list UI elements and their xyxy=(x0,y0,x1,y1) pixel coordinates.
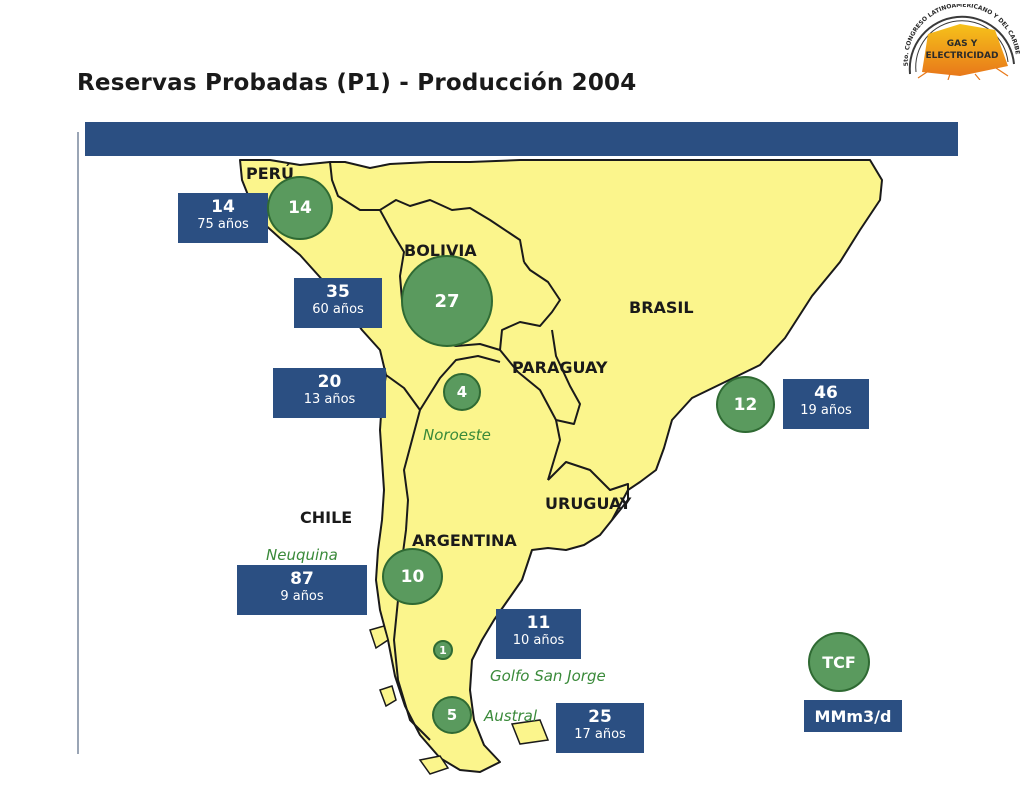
reserve-circle-golfo: 1 xyxy=(433,640,453,660)
reserve-circle-peru: 14 xyxy=(267,176,333,240)
production-years-peru: 75 años xyxy=(197,217,249,232)
label-peru: PERÚ xyxy=(246,164,294,183)
congress-logo: GAS Y ELECTRICIDAD 5to. CONGRESO LATINOA… xyxy=(903,4,1020,80)
legend-box-mmm3d: MMm3/d xyxy=(804,700,902,732)
production-box-neuquina: 87 9 años xyxy=(237,565,367,615)
production-value-neuquina: 87 xyxy=(290,569,314,589)
production-value-brasil: 46 xyxy=(814,383,838,403)
production-box-golfo: 11 10 años xyxy=(496,609,581,659)
page-title: Reservas Probadas (P1) - Producción 2004 xyxy=(77,70,637,96)
production-years-brasil: 19 años xyxy=(800,403,852,418)
production-value-bolivia: 35 xyxy=(326,282,350,302)
label-paraguay: PARAGUAY xyxy=(512,358,608,377)
production-years-bolivia: 60 años xyxy=(312,302,364,317)
production-years-golfo: 10 años xyxy=(512,633,565,648)
reserve-circle-neuquina: 10 xyxy=(382,548,443,605)
production-years-neuquina: 9 años xyxy=(280,589,324,604)
border-argentina-brasil xyxy=(547,419,561,481)
island-3 xyxy=(418,755,450,775)
basin-noroeste: Noroeste xyxy=(423,426,491,444)
reserve-circle-bolivia: 27 xyxy=(401,255,493,347)
production-years-noroeste: 13 años xyxy=(303,392,356,407)
label-argentina: ARGENTINA xyxy=(412,531,517,550)
production-value-golfo: 11 xyxy=(526,613,551,633)
border-peru-brasil xyxy=(329,161,525,263)
reserve-circle-brasil: 12 xyxy=(716,376,775,433)
island-1 xyxy=(369,625,389,650)
basin-austral: Austral xyxy=(484,707,537,725)
label-brasil: BRASIL xyxy=(629,298,694,317)
reserve-circle-austral: 5 xyxy=(432,696,472,734)
island-2 xyxy=(379,685,397,708)
basin-golfo-san-jorge: Golfo San Jorge xyxy=(490,667,606,685)
island-4 xyxy=(510,719,550,745)
production-box-noroeste: 20 13 años xyxy=(273,368,386,418)
legend-circle-tcf: TCF xyxy=(808,632,870,692)
reserve-circle-noroeste: 4 xyxy=(443,373,481,411)
logo-text-2: ELECTRICIDAD xyxy=(926,51,999,61)
basin-neuquina: Neuquina xyxy=(266,546,338,564)
production-box-brasil: 46 19 años xyxy=(783,379,869,429)
border-argentina-north xyxy=(419,355,501,411)
production-box-austral: 25 17 años xyxy=(556,703,644,753)
production-value-noroeste: 20 xyxy=(317,372,342,392)
label-chile: CHILE xyxy=(300,508,353,527)
production-box-bolivia: 35 60 años xyxy=(294,278,382,328)
divider-line xyxy=(77,132,79,754)
border-paraguay xyxy=(499,329,581,425)
border-bolivia xyxy=(379,209,561,351)
header-band xyxy=(85,122,958,156)
border-uruguay xyxy=(547,461,629,521)
label-uruguay: URUGUAY xyxy=(545,494,632,513)
logo-text-1: GAS Y xyxy=(947,39,978,49)
production-value-peru: 14 xyxy=(211,197,235,217)
label-bolivia: BOLIVIA xyxy=(404,241,477,260)
production-years-austral: 17 años xyxy=(574,727,626,742)
production-box-peru: 14 75 años xyxy=(178,193,268,243)
production-value-austral: 25 xyxy=(588,707,612,727)
